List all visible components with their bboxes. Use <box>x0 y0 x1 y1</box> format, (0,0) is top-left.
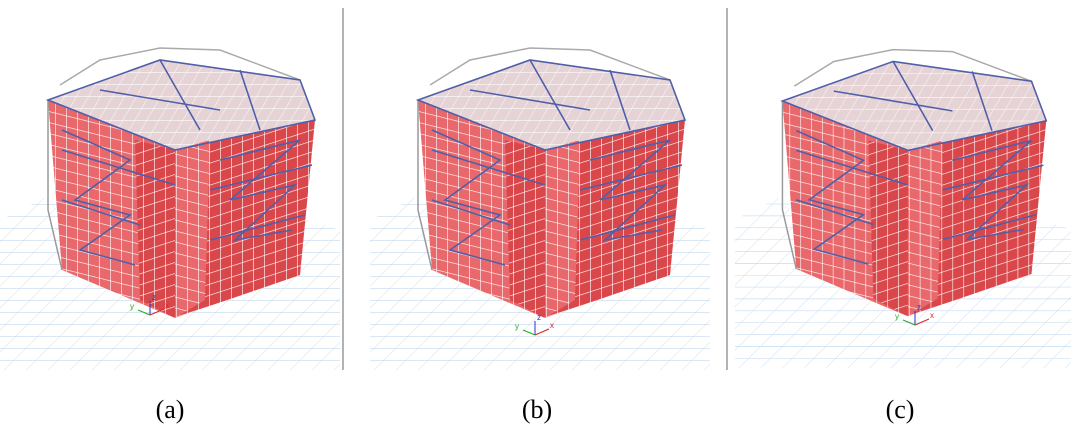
caption: (b) <box>522 395 552 424</box>
panel: z y x (c) <box>735 50 1071 424</box>
axis-label: y <box>130 302 134 311</box>
caption: (c) <box>886 395 915 424</box>
axis-label: y <box>515 322 519 331</box>
panel: z y x (b) <box>370 48 710 424</box>
axis-label: z <box>537 313 541 322</box>
axis-label: z <box>917 303 921 312</box>
axis-label: y <box>895 312 899 321</box>
panel: z y x (a) <box>0 48 340 424</box>
axis-label: z <box>152 293 156 302</box>
figure: z y x (a) z y x (b) z y x (c) <box>0 0 1071 428</box>
caption: (a) <box>156 395 185 424</box>
axis-label: x <box>550 321 554 330</box>
building-model <box>0 48 340 370</box>
axis-label: x <box>930 311 934 320</box>
axis-label: x <box>165 301 169 310</box>
